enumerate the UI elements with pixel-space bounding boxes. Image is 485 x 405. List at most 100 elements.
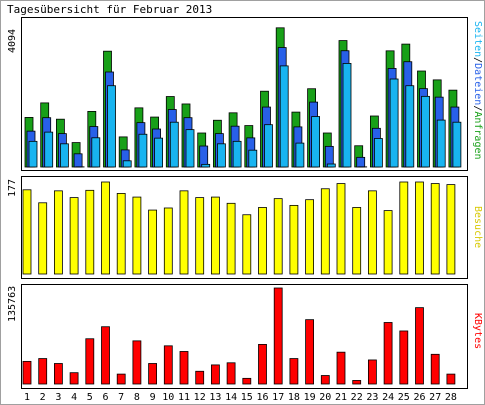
day-label: 14 [225,392,237,403]
besuche-bar [320,188,330,275]
besuche-bar [415,181,424,275]
chart-title: Tagesübersicht für Februar 2013 [7,3,213,16]
kbytes-bar [195,370,205,385]
besuche-bar [399,181,409,275]
kbytes-bar [320,375,330,385]
besuche-bar [195,197,205,275]
kbytes-bar [289,358,299,385]
besuche-bar [242,214,252,275]
day-label: 24 [382,392,394,403]
seiten-bar [342,63,352,168]
kbytes-bar [430,353,440,385]
besuche-bar [226,202,236,275]
seiten-bar [44,131,54,168]
day-label: 6 [102,392,108,403]
kbytes-bar [210,364,220,385]
day-label: 1 [24,392,30,403]
seiten-bar [28,140,38,168]
day-label: 26 [413,392,425,403]
seiten-bar [264,124,273,168]
besuche-bar [38,202,48,275]
besuche-bar [258,207,267,275]
day-label: 25 [398,392,410,403]
day-label: 20 [319,392,331,403]
day-label: 13 [209,392,221,403]
kbytes-bar [54,363,63,385]
seiten-bar [154,137,164,168]
kbytes-bar [101,326,110,385]
besuche-bar [430,183,440,275]
kbytes-bar [446,373,456,385]
kbytes-bar [179,351,189,385]
kbytes-bar [22,360,32,385]
seiten-bar [216,143,226,168]
seiten-bar [201,163,211,168]
kbytes-panel [21,284,468,389]
seiten-bar [421,95,430,168]
seiten-bar [91,137,101,168]
kbytes-bar [148,363,158,385]
besuche-bar [54,190,63,275]
besuche-bar [101,181,110,275]
besuche-bar [69,197,79,275]
besuche-bar [305,199,315,275]
kbytes-bar [273,287,283,385]
seiten-bar [326,163,336,168]
seiten-bar [311,116,321,168]
day-label: 2 [40,392,46,403]
kbytes-bar [132,340,142,385]
kbytes-bar [336,351,346,385]
kbytes-bar [116,373,126,385]
seiten-bar [138,133,148,168]
seiten-bar [405,85,415,168]
kbytes-bar [85,338,95,385]
besuche-bar [116,193,126,275]
besuche-bar [383,210,393,275]
besuche-bar [336,183,346,275]
besuche-bar [163,207,173,275]
besuche-bar [148,209,158,275]
besuche-bar [273,198,283,275]
kbytes-bar [242,377,252,385]
day-label: 9 [150,392,156,403]
day-label: 28 [445,392,457,403]
dateien-bar [356,156,366,168]
day-label: 8 [134,392,140,403]
besuche-bar [85,189,95,275]
besuche-bar [210,196,220,275]
day-label: 18 [288,392,300,403]
kbytes-bar [367,359,377,385]
besuche-bar [367,190,377,275]
day-label: 10 [162,392,174,403]
dateien-bar [73,153,83,168]
seiten-bar [373,138,383,168]
kbytes-bar [305,319,315,385]
seiten-bar [389,78,399,168]
besuche-bar [289,204,299,275]
day-label: 5 [87,392,93,403]
day-label: 3 [55,392,61,403]
day-label: 7 [118,392,124,403]
besuche-bar [132,196,142,275]
kbytes-bar [383,322,393,385]
seiten-bar [436,119,446,168]
seiten-bar [295,142,305,168]
day-label: 16 [256,392,268,403]
seiten-bar [452,121,462,168]
dateien-bar [199,145,209,168]
day-label: 17 [272,392,284,403]
kbytes-bar [69,372,79,385]
day-label: 19 [304,392,316,403]
seiten-bar [169,121,179,168]
seiten-bar [185,129,195,168]
day-label: 22 [351,392,363,403]
besuche-bar [22,189,32,275]
kbytes-bar [258,344,267,385]
seiten-bar [122,160,132,168]
kbytes-bar [399,330,409,385]
besuche-bar [352,207,362,275]
day-label: 21 [335,392,347,403]
kbytes-bar [226,362,236,385]
